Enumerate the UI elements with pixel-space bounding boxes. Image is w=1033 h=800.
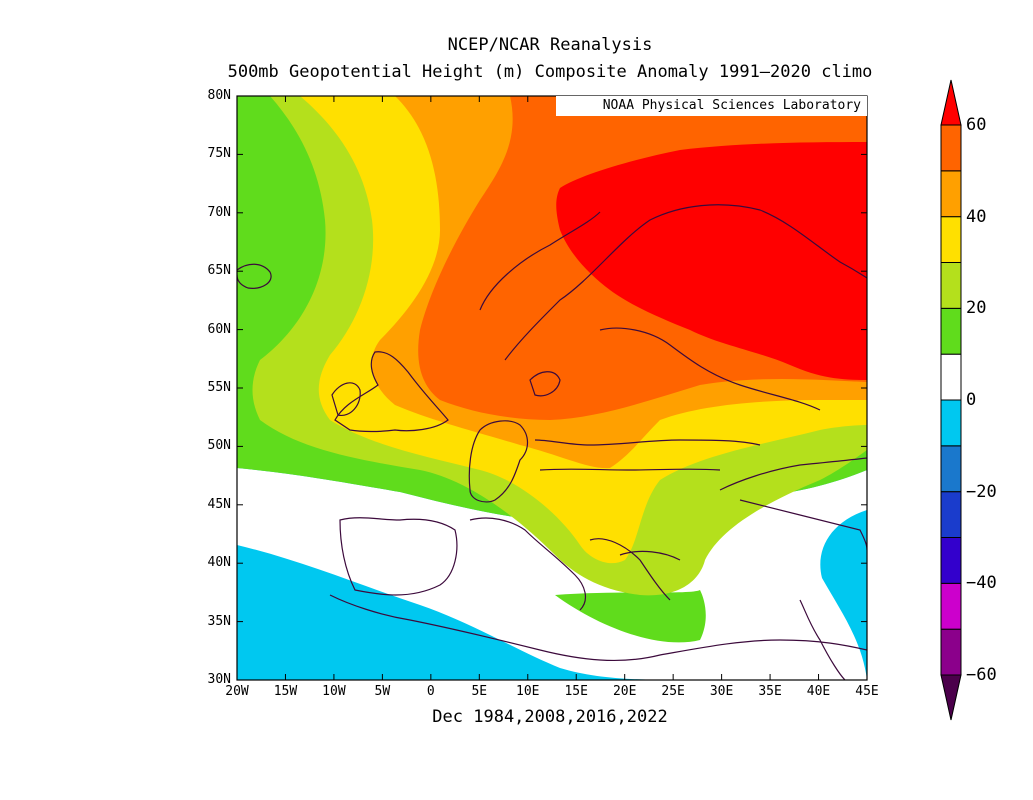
lon-label: 45E [855,684,879,699]
chart-subtitle: 500mb Geopotential Height (m) Composite … [227,62,873,82]
lon-label: 5W [374,684,391,699]
colorbar-swatch [940,491,962,538]
lat-label: 40N [207,555,231,571]
anomaly-fields [237,96,867,680]
lon-label: 25E [661,684,685,699]
credit-label: NOAA Physical Sciences Laboratory [556,96,867,116]
lon-label: 15W [273,684,298,699]
lon-label: 20E [612,684,637,699]
lon-label: 20W [225,684,249,699]
colorbar-swatch [940,79,962,126]
colorbar-swatch [940,582,962,630]
lat-label: 65N [207,263,231,279]
colorbar-swatch [940,124,962,172]
lon-label: 10W [322,684,346,699]
lon-label: 0 [426,684,435,699]
lat-label: 70N [207,204,231,220]
lat-label: 45N [207,496,231,512]
lat-label: 30N [207,672,231,687]
colorbar-swatch [940,307,962,355]
lat-label: 35N [207,613,231,629]
colorbar-swatch [940,262,962,309]
colorbar-swatch [940,170,962,218]
colorbar-label: 0 [966,390,977,410]
lat-label: 55N [207,380,231,395]
colorbar-swatch [940,445,962,493]
lon-label: 10E [516,684,540,699]
colorbar-swatch [940,537,962,584]
lat-label: 80N [207,88,231,103]
colorbar-label: 60 [966,115,987,135]
colorbar-swatch [940,628,962,676]
colorbar-label: −60 [966,665,997,685]
lon-label: 40E [806,684,831,699]
coastlines [237,204,867,680]
colorbar-swatch [940,353,962,401]
chart-title: NCEP/NCAR Reanalysis [447,35,653,55]
lat-label: 50N [207,438,231,454]
lon-label: 15E [564,684,588,699]
colorbar-swatch [940,399,962,447]
lon-label: 5E [471,684,488,699]
lat-label: 75N [207,146,231,162]
lat-label: 60N [207,321,231,337]
colorbar [940,79,962,721]
field-pos60-plus [556,142,867,380]
lon-label: 30E [709,684,734,699]
colorbar-label: −20 [966,481,997,502]
x-caption: Dec 1984,2008,2016,2022 [432,707,668,727]
colorbar-label: −40 [966,573,997,594]
colorbar-label: 20 [966,298,987,319]
colorbar-swatch [940,216,962,264]
colorbar-label: 40 [966,206,987,227]
lon-label: 35E [758,684,782,699]
